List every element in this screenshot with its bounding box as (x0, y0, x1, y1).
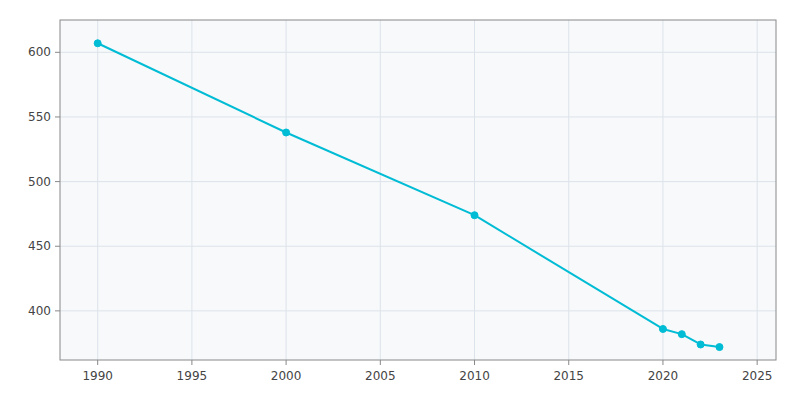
x-grid-line (286, 20, 287, 360)
y-grid-line (60, 116, 776, 117)
x-tick-label: 2000 (271, 369, 302, 383)
x-grid-line (474, 20, 475, 360)
y-tick-label: 500 (28, 175, 51, 189)
grid (60, 20, 776, 360)
data-layer (94, 40, 723, 351)
y-tick (55, 181, 60, 182)
x-tick (191, 360, 192, 365)
marker (283, 129, 290, 136)
axes: 1990 1995 2000 2005 2010 2015 2020 2025 400 450 50… (28, 45, 772, 383)
marker (471, 212, 478, 219)
x-tick (286, 360, 287, 365)
x-grid-line (97, 20, 98, 360)
x-tick-label: 2005 (365, 369, 396, 383)
y-grid-line (60, 181, 776, 182)
marker (678, 331, 685, 338)
x-tick-label: 2010 (459, 369, 490, 383)
x-tick (662, 360, 663, 365)
y-grid-line (60, 246, 776, 247)
y-tick (55, 52, 60, 53)
y-tick (55, 116, 60, 117)
x-tick-label: 1995 (177, 369, 208, 383)
x-tick (568, 360, 569, 365)
y-tick-label: 450 (28, 239, 51, 253)
x-tick (474, 360, 475, 365)
y-tick-label: 600 (28, 45, 51, 59)
x-grid-line (757, 20, 758, 360)
x-tick-label: 2025 (742, 369, 773, 383)
x-tick (380, 360, 381, 365)
y-tick-label: 400 (28, 304, 51, 318)
x-tick-label: 2015 (553, 369, 584, 383)
line (98, 43, 720, 347)
y-tick (55, 246, 60, 247)
x-grid-line (662, 20, 663, 360)
marker (716, 344, 723, 351)
y-tick-label: 550 (28, 110, 51, 124)
marker (659, 325, 666, 332)
marker (94, 40, 101, 47)
y-grid-line (60, 52, 776, 53)
y-tick (55, 310, 60, 311)
x-grid-line (568, 20, 569, 360)
plot-background (60, 20, 776, 360)
x-tick (97, 360, 98, 365)
x-grid-line (380, 20, 381, 360)
x-grid-line (191, 20, 192, 360)
x-tick-label: 1990 (82, 369, 113, 383)
marker (697, 341, 704, 348)
x-tick-label: 2020 (648, 369, 679, 383)
chart-svg: 1990 1995 2000 2005 2010 2015 2020 2025 400 450 50… (0, 0, 800, 400)
chart-container: 1990 1995 2000 2005 2010 2015 2020 2025 400 450 50… (0, 0, 800, 400)
plot-frame (60, 20, 776, 360)
x-tick (757, 360, 758, 365)
y-grid-line (60, 310, 776, 311)
